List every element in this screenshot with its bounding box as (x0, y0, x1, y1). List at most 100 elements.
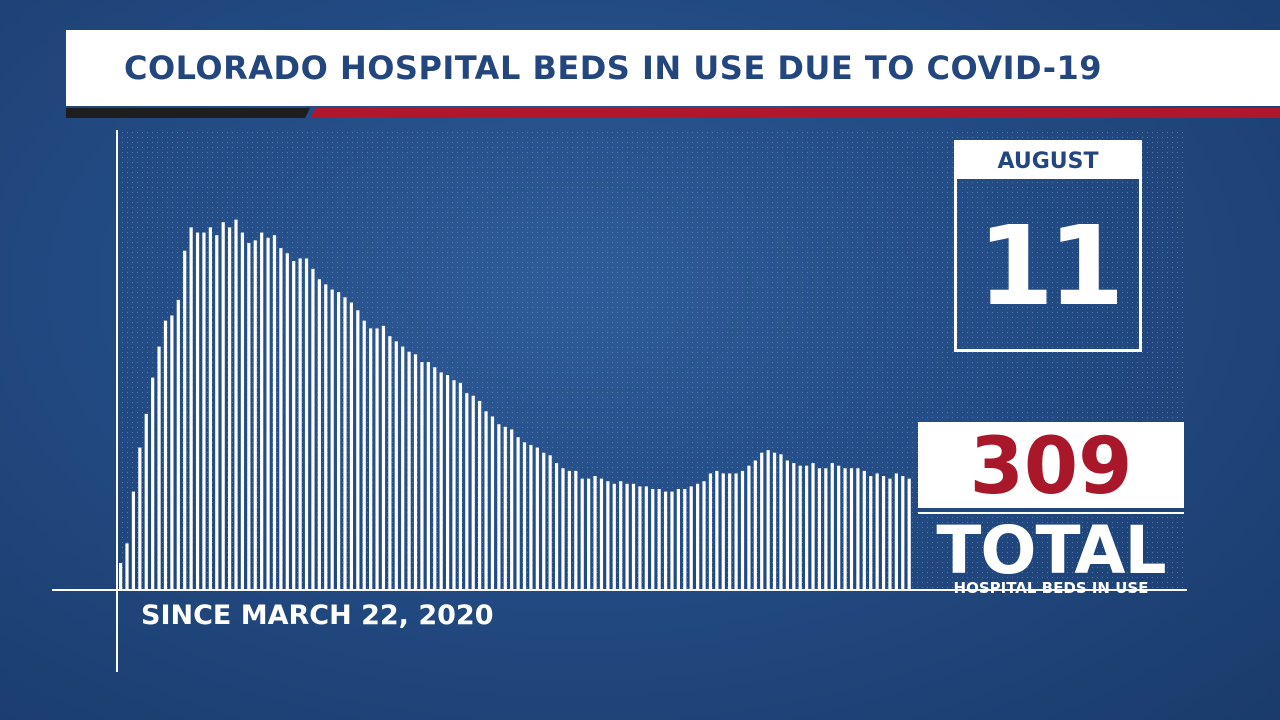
bar (272, 235, 277, 590)
bar (163, 320, 168, 590)
date-day: 11 (977, 202, 1124, 330)
bar (824, 468, 828, 590)
bar (208, 227, 212, 590)
bar (747, 465, 751, 590)
bar (612, 483, 616, 590)
bar (580, 478, 584, 590)
bar (862, 470, 866, 590)
bar (721, 473, 725, 590)
bar (343, 297, 347, 590)
bar (311, 268, 315, 590)
bar (651, 488, 655, 590)
bar (894, 473, 898, 590)
bar (548, 455, 552, 590)
bar (119, 563, 123, 590)
bar (356, 310, 360, 590)
bar (503, 426, 507, 590)
bar (151, 377, 155, 590)
bar (266, 237, 270, 590)
bar (849, 468, 854, 590)
bar (510, 429, 514, 590)
bar (349, 302, 354, 590)
bar (195, 232, 200, 590)
bar (253, 240, 257, 590)
bar (336, 292, 341, 590)
bar (439, 372, 443, 590)
bar (593, 476, 597, 590)
title-bar: COLORADO HOSPITAL BEDS IN USE DUE TO COV… (66, 30, 1280, 106)
bar (247, 242, 251, 590)
bar (292, 261, 296, 590)
bar (330, 289, 334, 590)
bar (471, 395, 475, 590)
bar (837, 465, 841, 590)
bar (452, 380, 456, 590)
bar (606, 481, 610, 590)
bar (202, 232, 206, 590)
bar (619, 481, 623, 590)
bar (663, 491, 668, 590)
bar (170, 315, 174, 590)
bar (433, 367, 437, 590)
bar (772, 452, 777, 590)
bar (830, 463, 834, 590)
bar (317, 279, 321, 590)
bar (901, 476, 905, 590)
bar (535, 447, 539, 590)
bar (183, 250, 187, 590)
bar (144, 413, 148, 590)
bar (490, 416, 495, 590)
bar (753, 460, 757, 590)
bar (702, 481, 706, 590)
bar (221, 222, 225, 590)
bar-series (119, 219, 911, 591)
bar (625, 483, 629, 590)
bar (567, 470, 571, 590)
bar (138, 447, 142, 590)
bar (240, 232, 245, 590)
bar (843, 468, 847, 590)
bar (689, 486, 693, 590)
bar (740, 470, 745, 590)
bar (401, 346, 405, 590)
total-label: TOTAL (918, 512, 1184, 588)
bar (728, 473, 732, 590)
bar (708, 473, 713, 590)
chart-title: COLORADO HOSPITAL BEDS IN USE DUE TO COV… (123, 49, 1103, 87)
bar (362, 320, 366, 590)
bar (285, 253, 289, 591)
total-sublabel: HOSPITAL BEDS IN USE (953, 579, 1149, 597)
bar (234, 219, 238, 590)
bar (522, 442, 527, 590)
total-value: 309 (969, 422, 1133, 512)
bar (279, 248, 283, 591)
bar (760, 452, 764, 590)
bar (676, 488, 680, 590)
bar (670, 491, 674, 590)
bar (426, 362, 430, 590)
bar (529, 444, 533, 590)
bar (298, 258, 302, 590)
bar (696, 483, 700, 590)
bar (587, 478, 591, 590)
since-date-label: SINCE MARCH 22, 2020 (141, 600, 494, 631)
bar (227, 227, 232, 590)
bar (458, 382, 463, 590)
bar (638, 486, 642, 590)
bar (413, 354, 418, 590)
title-accent-stripe-red (310, 108, 1280, 118)
bar (445, 375, 450, 590)
bar (817, 468, 822, 590)
bar (157, 346, 161, 590)
bar (644, 486, 648, 590)
date-box: AUGUST 11 (954, 140, 1142, 352)
bar (881, 476, 886, 590)
bar (260, 232, 264, 590)
bar (516, 437, 520, 590)
bar (369, 328, 373, 590)
bar (388, 336, 392, 590)
bar (785, 460, 789, 590)
bar (907, 478, 911, 590)
bar (798, 465, 802, 590)
bar (811, 463, 815, 590)
